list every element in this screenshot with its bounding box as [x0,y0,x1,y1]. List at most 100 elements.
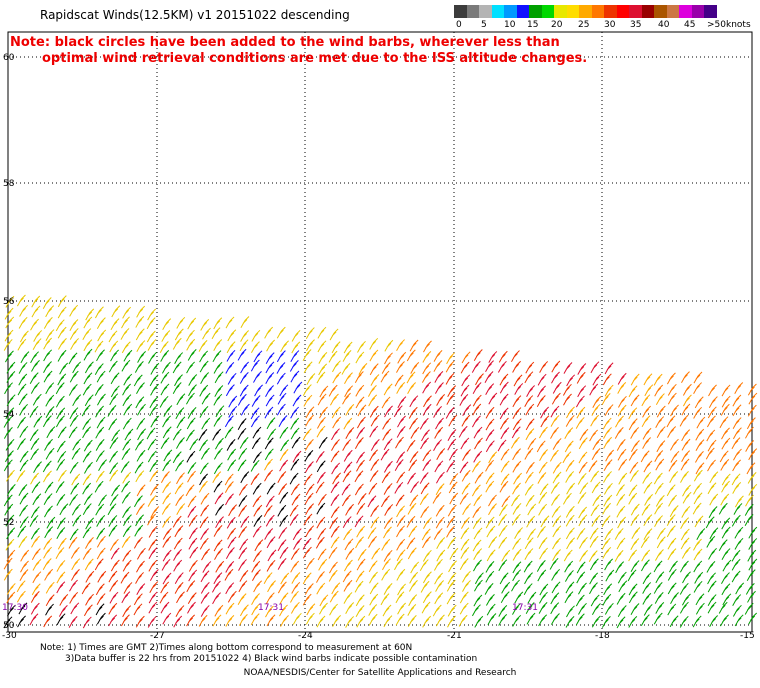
wind-barb [43,470,52,483]
wind-barb [407,382,416,394]
wind-barb [328,569,338,582]
wind-barb [32,393,42,406]
wind-barb [538,602,548,614]
wind-barb [56,571,66,584]
wind-barb [279,384,289,397]
wind-barb [176,472,185,485]
wind-barb [734,537,744,550]
wind-barb [94,340,104,353]
wind-barb [552,549,561,561]
wind-barb [721,583,731,596]
wind-barb [434,382,444,394]
wind-barb [200,319,210,331]
wind-barb [722,593,732,606]
wind-barb [188,569,198,582]
wind-barb [42,558,52,570]
wind-barb [668,494,677,507]
wind-barb [406,371,416,384]
wind-barb [146,330,156,343]
wind-barb [19,504,28,517]
wind-barb [616,494,626,506]
wind-barb [356,459,365,472]
wind-barb [3,339,13,351]
wind-barb [549,449,559,462]
wind-barb [435,504,445,517]
wind-barb [317,527,327,540]
wind-barb [250,359,260,372]
wind-barb [446,352,455,365]
wind-barb [17,438,26,450]
wind-barb [485,480,495,493]
wind-barb [43,493,53,506]
wind-barb [135,328,145,341]
wind-barb [357,404,367,417]
legend-label: 35 [630,20,642,30]
wind-barb [538,426,548,439]
wind-barb [540,415,550,428]
wind-barb [563,362,573,374]
wind-barb [199,360,209,373]
wind-barb [669,438,679,451]
wind-barb [185,484,195,497]
wind-barb [56,458,66,471]
wind-barb [161,330,171,342]
wind-barb [147,308,157,321]
wind-barb [317,548,327,561]
wind-barb [604,558,614,571]
wind-barb [616,537,626,550]
wind-barb [449,492,459,505]
wind-barb [46,516,56,529]
wind-barb [707,459,716,472]
wind-barb [396,568,406,581]
wind-barb [276,326,286,339]
legend-label: 10 [504,20,516,30]
wind-barb [175,459,184,472]
wind-barb [422,459,432,472]
wind-barb [538,614,548,627]
wind-barb [394,374,404,387]
wind-barb [396,339,405,352]
wind-barb [395,591,405,604]
wind-barb [422,615,432,628]
wind-barb [198,480,208,493]
wind-barb [420,580,430,593]
wind-barb [304,438,314,451]
wind-barb [239,570,249,582]
wind-barb [121,491,131,504]
wind-barb [237,418,247,430]
wind-barb [6,469,15,482]
wind-barb [302,537,312,550]
wind-barb [214,604,224,617]
wind-barb [551,360,561,373]
wind-barb [147,450,157,463]
wind-barb [498,350,508,363]
wind-barb [332,371,342,384]
wind-barb [523,560,533,573]
wind-barb [512,603,521,615]
wind-barb [589,535,599,548]
wind-barb [226,516,236,529]
wind-barb [95,603,105,616]
wind-barb [250,415,260,428]
wind-barb [163,405,173,417]
wind-barb [238,483,248,496]
wind-barb [30,382,40,394]
wind-barb [44,568,54,581]
wind-barb [407,547,417,560]
wind-barb [149,460,159,472]
wind-barb [436,394,446,406]
wind-barb [513,374,523,387]
wind-barb [576,371,586,384]
wind-barb [370,505,380,517]
wind-barb [732,404,742,417]
wind-barb [162,426,172,439]
wind-barb [381,538,391,551]
wind-barb [708,396,718,409]
wind-barb [524,548,534,560]
wind-barb [747,549,757,562]
wind-barb [109,469,119,482]
wind-barb [667,426,677,438]
wind-barb [95,470,105,483]
wind-barb [83,339,93,352]
wind-barb [474,615,484,628]
